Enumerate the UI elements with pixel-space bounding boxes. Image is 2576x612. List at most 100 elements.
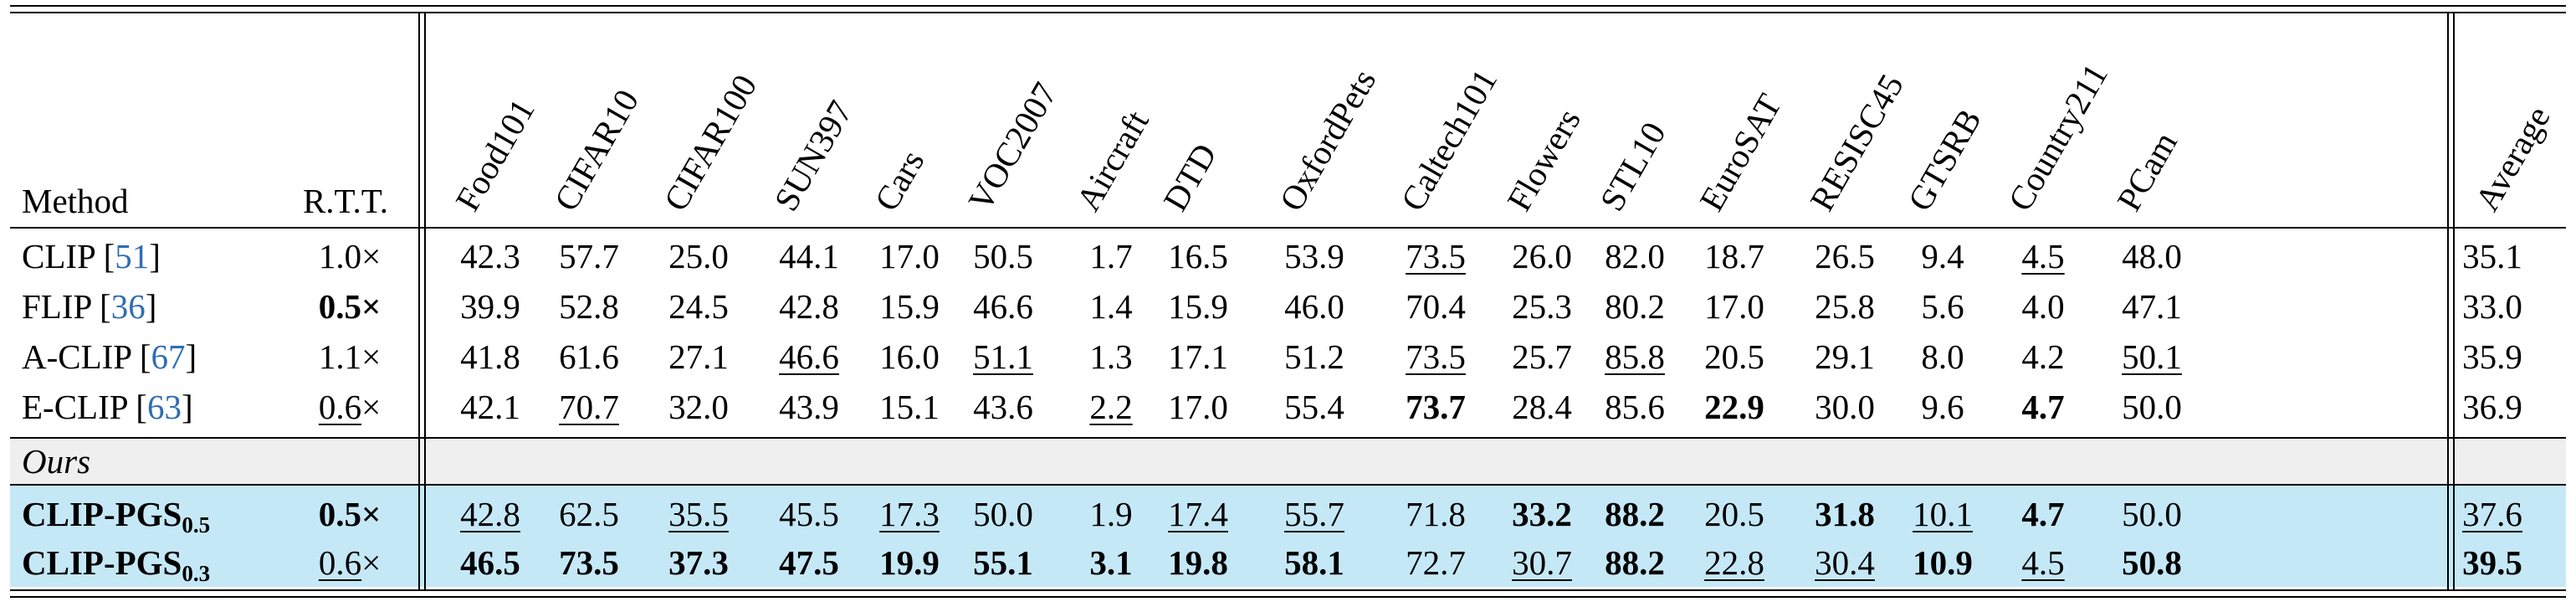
value-cell: 45.5 bbox=[779, 495, 839, 533]
value-cell: 46.6 bbox=[973, 287, 1033, 326]
citation-link[interactable]: 36 bbox=[110, 287, 146, 326]
value-cell: 20.5 bbox=[1704, 495, 1764, 533]
value-cell: 58.1 bbox=[1284, 543, 1344, 582]
dataset-header: OxfordPets bbox=[1272, 62, 1384, 218]
dataset-header: STL10 bbox=[1592, 115, 1673, 218]
dataset-header: PCam bbox=[2109, 125, 2184, 218]
value-cell: 9.6 bbox=[1921, 388, 1964, 426]
average-cell: 35.9 bbox=[2462, 337, 2522, 376]
value-cell: 31.8 bbox=[1815, 495, 1875, 533]
value-cell: 73.5 bbox=[559, 543, 619, 582]
vrule-left-a bbox=[418, 13, 420, 589]
rtt-number: 0.5 bbox=[318, 287, 361, 326]
dataset-header: DTD bbox=[1155, 136, 1224, 218]
method-label: FLIP bbox=[22, 287, 91, 326]
value-cell: 16.0 bbox=[879, 337, 940, 376]
rtt-value: 0.6× bbox=[318, 543, 382, 582]
citation-link[interactable]: 51 bbox=[115, 237, 150, 275]
dataset-header: CIFAR100 bbox=[656, 68, 765, 218]
rtt-number: 0.6 bbox=[318, 543, 362, 582]
rtt-value: 1.1× bbox=[318, 337, 382, 376]
dataset-header: Country211 bbox=[2000, 57, 2116, 218]
method-name: FLIP [36] bbox=[22, 287, 157, 326]
value-cell: 17.0 bbox=[1168, 388, 1228, 426]
ours-label-band bbox=[10, 438, 2566, 485]
value-cell: 85.6 bbox=[1605, 388, 1665, 426]
value-cell: 85.8 bbox=[1605, 337, 1665, 376]
value-cell: 15.9 bbox=[1168, 287, 1228, 326]
baseline-rule bbox=[10, 437, 2566, 439]
value-cell: 47.1 bbox=[2122, 287, 2182, 326]
dataset-header: Aircraft bbox=[1068, 104, 1156, 218]
value-cell: 18.7 bbox=[1704, 237, 1764, 275]
value-cell: 25.3 bbox=[1512, 287, 1572, 326]
dataset-header: Flowers bbox=[1499, 102, 1588, 218]
value-cell: 4.0 bbox=[2021, 287, 2065, 326]
method-label: A-CLIP bbox=[22, 337, 131, 376]
value-cell: 70.4 bbox=[1406, 287, 1466, 326]
average-cell: 35.1 bbox=[2462, 237, 2522, 275]
value-cell: 48.0 bbox=[2122, 237, 2182, 275]
citation-link[interactable]: 67 bbox=[151, 337, 186, 376]
average-cell: 33.0 bbox=[2462, 287, 2522, 326]
value-cell: 17.4 bbox=[1168, 495, 1228, 533]
dataset-header: SUN397 bbox=[766, 94, 860, 218]
value-cell: 42.3 bbox=[460, 237, 520, 275]
value-cell: 50.5 bbox=[973, 237, 1033, 275]
value-cell: 4.2 bbox=[2021, 337, 2065, 376]
ours-rule bbox=[10, 484, 2566, 486]
value-cell: 82.0 bbox=[1605, 237, 1665, 275]
method-name: A-CLIP [67] bbox=[22, 337, 197, 376]
value-cell: 2.2 bbox=[1089, 388, 1133, 426]
value-cell: 17.3 bbox=[879, 495, 940, 533]
value-cell: 55.1 bbox=[973, 543, 1033, 582]
value-cell: 20.5 bbox=[1704, 337, 1764, 376]
value-cell: 30.4 bbox=[1815, 543, 1875, 582]
value-cell: 50.0 bbox=[973, 495, 1033, 533]
method-header: Method bbox=[22, 182, 129, 220]
vrule-left-b bbox=[424, 13, 426, 589]
method-name: CLIP-PGS0.3 bbox=[22, 541, 210, 586]
value-cell: 10.1 bbox=[1913, 495, 1973, 533]
rtt-number: 0.5 bbox=[318, 495, 361, 533]
value-cell: 17.0 bbox=[879, 237, 940, 275]
value-cell: 50.0 bbox=[2122, 495, 2182, 533]
value-cell: 42.1 bbox=[460, 388, 520, 426]
value-cell: 16.5 bbox=[1168, 237, 1228, 275]
value-cell: 71.8 bbox=[1406, 495, 1466, 533]
value-cell: 1.3 bbox=[1089, 337, 1133, 376]
bottom-rule bbox=[10, 589, 2566, 591]
value-cell: 4.7 bbox=[2021, 388, 2065, 426]
vrule-right-a bbox=[2447, 13, 2449, 589]
dataset-header: Cars bbox=[867, 143, 932, 218]
average-cell: 37.6 bbox=[2462, 495, 2522, 533]
value-cell: 22.9 bbox=[1704, 388, 1764, 426]
value-cell: 88.2 bbox=[1605, 543, 1665, 582]
value-cell: 50.8 bbox=[2122, 543, 2182, 582]
value-cell: 24.5 bbox=[668, 287, 729, 326]
value-cell: 8.0 bbox=[1921, 337, 1964, 376]
value-cell: 51.2 bbox=[1284, 337, 1344, 376]
ours-highlight-band bbox=[10, 485, 2566, 587]
top-rule-2 bbox=[10, 12, 2566, 13]
value-cell: 27.1 bbox=[668, 337, 729, 376]
value-cell: 61.6 bbox=[559, 337, 619, 376]
value-cell: 30.7 bbox=[1512, 543, 1572, 582]
value-cell: 39.9 bbox=[460, 287, 520, 326]
rtt-value: 1.0× bbox=[318, 237, 382, 275]
method-name: E-CLIP [63] bbox=[22, 388, 193, 426]
rtt-value: 0.5× bbox=[318, 495, 382, 533]
value-cell: 1.7 bbox=[1089, 237, 1133, 275]
value-cell: 25.8 bbox=[1815, 287, 1875, 326]
dataset-header: VOC2007 bbox=[960, 75, 1065, 218]
value-cell: 80.2 bbox=[1605, 287, 1665, 326]
dataset-header: EuroSAT bbox=[1692, 87, 1790, 218]
method-label: E-CLIP bbox=[22, 388, 128, 426]
rtt-header: R.T.T. bbox=[302, 182, 389, 220]
value-cell: 5.6 bbox=[1921, 287, 1964, 326]
value-cell: 88.2 bbox=[1605, 495, 1665, 533]
top-rule bbox=[10, 5, 2566, 7]
citation-link[interactable]: 63 bbox=[146, 388, 182, 426]
value-cell: 52.8 bbox=[559, 287, 619, 326]
value-cell: 35.5 bbox=[668, 495, 729, 533]
